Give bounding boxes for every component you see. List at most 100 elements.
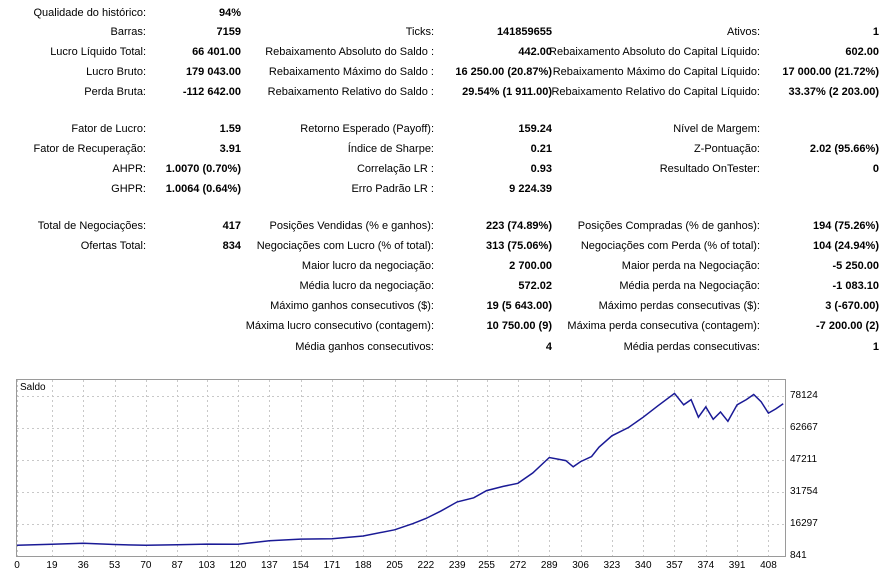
label-recovery-factor: Fator de Recuperação: xyxy=(33,143,146,155)
label-lr-correlation: Correlação LR : xyxy=(356,163,434,175)
label-max-cons-loss: Máxima perda consecutiva (contagem): xyxy=(567,320,760,332)
x-tick-label: 154 xyxy=(292,560,309,571)
label-profit-factor: Fator de Lucro: xyxy=(71,123,146,135)
value-total-trades: 417 xyxy=(222,220,241,232)
label-profit-trades: Negociações com Lucro (% of total): xyxy=(256,240,434,252)
label-lr-std-error: Erro Padrão LR : xyxy=(351,183,434,195)
label-rel-dd-balance: Rebaixamento Relativo do Saldo : xyxy=(267,86,434,98)
x-tick-label: 357 xyxy=(666,560,683,571)
value-bars: 7159 xyxy=(216,26,241,38)
x-tick-label: 323 xyxy=(603,560,621,571)
value-total-deals: 834 xyxy=(222,240,241,252)
x-tick-label: 239 xyxy=(448,560,466,571)
label-history-quality: Qualidade do histórico: xyxy=(33,7,146,19)
value-max-dd-equity: 17 000.00 (21.72%) xyxy=(782,66,879,78)
label-short-trades: Posições Vendidas (% e ganhos): xyxy=(269,220,435,232)
y-tick-label: 31754 xyxy=(790,486,818,498)
balance-series-line xyxy=(17,392,784,547)
x-tick-label: 222 xyxy=(417,560,435,571)
label-max-cons-losses: Máximo perdas consecutivas ($): xyxy=(598,300,760,312)
label-gross-loss: Perda Bruta: xyxy=(84,86,146,98)
x-tick-label: 340 xyxy=(634,560,652,571)
value-avg-profit: 572.02 xyxy=(518,280,552,292)
value-lr-std-error: 9 224.39 xyxy=(509,183,552,195)
label-avg-cons-losses: Média perdas consecutivas: xyxy=(623,341,760,353)
label-max-dd-balance: Rebaixamento Máximo do Saldo : xyxy=(268,66,434,78)
x-tick-label: 205 xyxy=(386,560,403,571)
x-tick-label: 188 xyxy=(354,560,372,571)
label-long-trades: Posições Compradas (% de ganhos): xyxy=(577,220,760,232)
label-abs-dd-balance: Rebaixamento Absoluto do Saldo : xyxy=(265,46,434,58)
label-max-dd-equity: Rebaixamento Máximo do Capital Líquido: xyxy=(552,66,760,78)
label-ahpr: AHPR: xyxy=(112,163,146,175)
x-tick-label: 36 xyxy=(77,560,89,571)
label-loss-trades: Negociações com Perda (% of total): xyxy=(580,240,760,252)
value-largest-loss: -5 250.00 xyxy=(832,260,879,272)
balance-chart: Saldo xyxy=(16,379,786,557)
y-tick-label: 47211 xyxy=(790,454,818,466)
value-avg-cons-wins: 4 xyxy=(545,341,552,353)
y-tick-label: 62667 xyxy=(790,422,818,434)
label-margin-level: Nível de Margem: xyxy=(673,123,760,135)
value-abs-dd-balance: 442.00 xyxy=(518,46,552,58)
value-long-trades: 194 (75.26%) xyxy=(812,220,879,232)
label-sharpe: Índice de Sharpe: xyxy=(347,143,434,155)
value-lr-correlation: 0.93 xyxy=(530,163,552,175)
chart-title: Saldo xyxy=(20,382,46,393)
label-ontester: Resultado OnTester: xyxy=(659,163,760,175)
value-max-cons-profit: 10 750.00 (9) xyxy=(486,320,552,332)
value-ahpr: 1.0070 (0.70%) xyxy=(165,163,241,175)
x-tick-label: 289 xyxy=(540,560,558,571)
value-rel-dd-balance: 29.54% (1 911.00) xyxy=(462,86,552,98)
label-net-profit: Lucro Líquido Total: xyxy=(50,46,146,58)
value-short-trades: 223 (74.89%) xyxy=(485,220,552,232)
value-max-cons-loss: -7 200.00 (2) xyxy=(816,320,879,332)
value-gross-loss: -112 642.00 xyxy=(182,86,241,98)
y-tick-label: 16297 xyxy=(790,518,818,530)
value-profit-factor: 1.59 xyxy=(219,123,241,135)
label-avg-cons-wins: Média ganhos consecutivos: xyxy=(295,341,434,353)
value-abs-dd-equity: 602.00 xyxy=(845,46,879,58)
label-abs-dd-equity: Rebaixamento Absoluto do Capital Líquido… xyxy=(549,46,760,58)
value-avg-loss: -1 083.10 xyxy=(832,280,879,292)
y-tick-label: 841 xyxy=(790,550,807,561)
label-ghpr: GHPR: xyxy=(111,183,146,195)
label-avg-profit: Média lucro da negociação: xyxy=(299,280,434,292)
value-ghpr: 1.0064 (0.64%) xyxy=(165,183,241,195)
label-expected-payoff: Retorno Esperado (Payoff): xyxy=(300,123,434,135)
value-history-quality: 94% xyxy=(218,7,241,19)
label-largest-profit: Maior lucro da negociação: xyxy=(301,260,434,272)
value-sharpe: 0.21 xyxy=(530,143,552,155)
x-tick-label: 171 xyxy=(323,560,341,571)
x-tick-label: 103 xyxy=(198,560,216,571)
y-tick-label: 78124 xyxy=(790,390,818,402)
value-largest-profit: 2 700.00 xyxy=(509,260,552,272)
x-tick-label: 87 xyxy=(171,560,183,571)
value-rel-dd-equity: 33.37% (2 203.00) xyxy=(788,86,879,98)
x-tick-label: 120 xyxy=(229,560,247,571)
value-expected-payoff: 159.24 xyxy=(518,123,552,135)
value-ontester: 0 xyxy=(872,163,879,175)
value-max-cons-losses: 3 (-670.00) xyxy=(825,300,879,312)
label-avg-loss: Média perda na Negociação: xyxy=(619,280,760,292)
x-tick-label: 374 xyxy=(697,560,715,571)
label-gross-profit: Lucro Bruto: xyxy=(86,66,146,78)
x-tick-label: 408 xyxy=(760,560,777,571)
value-profit-trades: 313 (75.06%) xyxy=(485,240,552,252)
value-max-dd-balance: 16 250.00 (20.87%) xyxy=(455,66,552,78)
label-total-deals: Ofertas Total: xyxy=(80,240,146,252)
value-z-score: 2.02 (95.66%) xyxy=(809,143,879,155)
value-ticks: 141859655 xyxy=(496,26,552,38)
label-assets: Ativos: xyxy=(726,26,760,38)
x-tick-label: 391 xyxy=(728,560,746,571)
x-tick-label: 19 xyxy=(46,560,58,571)
x-tick-label: 272 xyxy=(509,560,527,571)
label-total-trades: Total de Negociações: xyxy=(37,220,146,232)
value-max-cons-wins: 19 (5 643.00) xyxy=(486,300,552,312)
x-tick-label: 255 xyxy=(478,560,495,571)
x-tick-label: 70 xyxy=(140,560,152,571)
label-ticks: Ticks: xyxy=(405,26,434,38)
label-bars: Barras: xyxy=(110,26,146,38)
value-net-profit: 66 401.00 xyxy=(192,46,241,58)
value-recovery-factor: 3.91 xyxy=(219,143,241,155)
